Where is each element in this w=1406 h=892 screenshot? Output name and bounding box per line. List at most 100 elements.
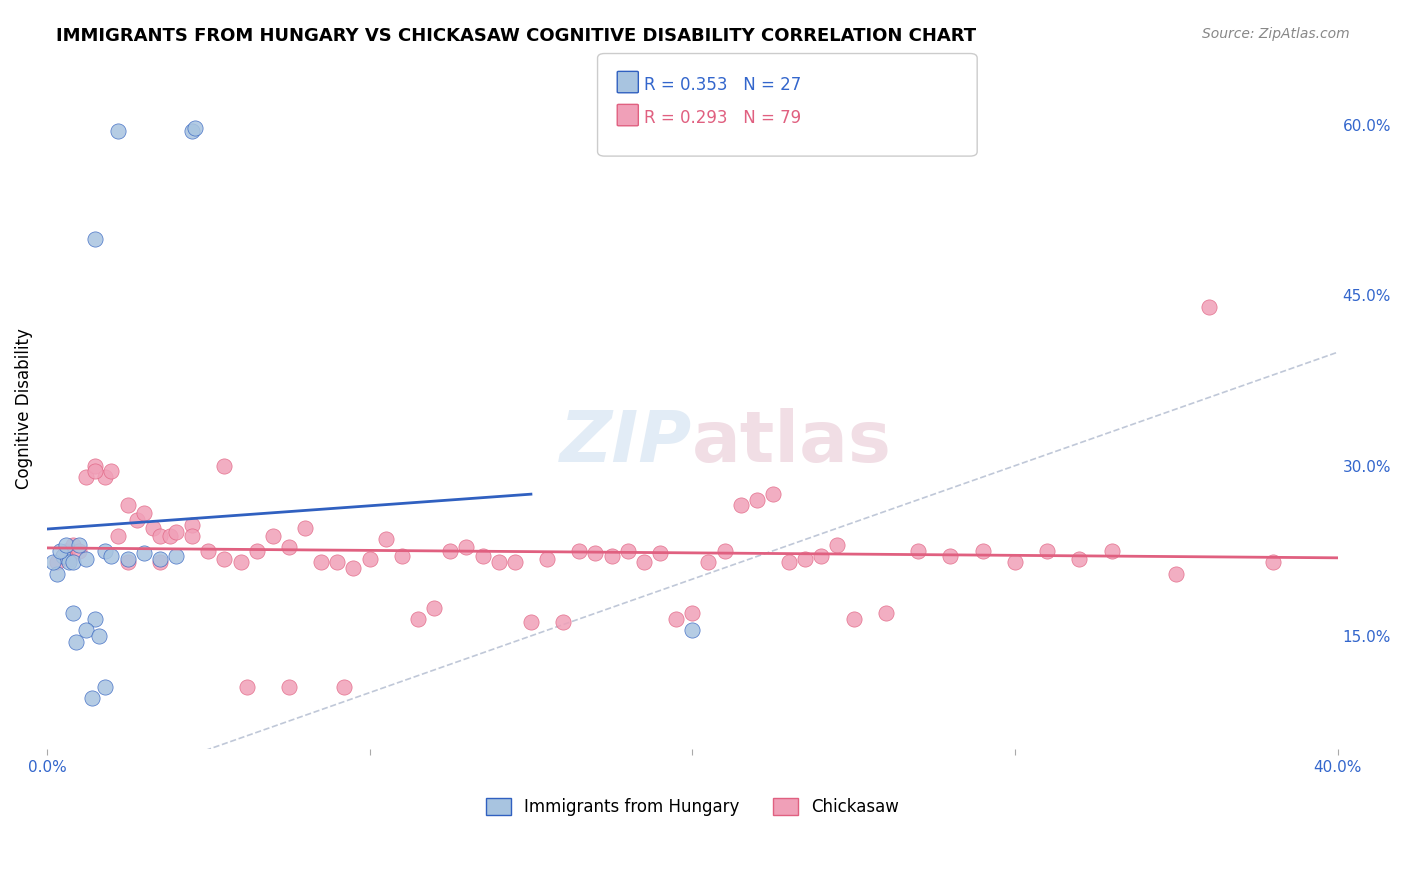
Point bbox=[159, 529, 181, 543]
Text: ZIP: ZIP bbox=[560, 409, 692, 477]
Point bbox=[181, 517, 204, 532]
Point bbox=[65, 634, 87, 648]
Text: R = 0.293   N = 79: R = 0.293 N = 79 bbox=[644, 109, 801, 127]
Point bbox=[585, 546, 607, 560]
Point bbox=[84, 232, 107, 246]
Point bbox=[55, 538, 77, 552]
Point bbox=[471, 549, 494, 564]
Point bbox=[406, 612, 429, 626]
Text: IMMIGRANTS FROM HUNGARY VS CHICKASAW COGNITIVE DISABILITY CORRELATION CHART: IMMIGRANTS FROM HUNGARY VS CHICKASAW COG… bbox=[56, 27, 976, 45]
Point bbox=[391, 549, 413, 564]
Point bbox=[907, 543, 929, 558]
Y-axis label: Cognitive Disability: Cognitive Disability bbox=[15, 328, 32, 490]
Point bbox=[84, 464, 107, 478]
Point bbox=[117, 551, 139, 566]
Point bbox=[62, 555, 84, 569]
Point bbox=[45, 566, 67, 581]
Point bbox=[87, 629, 110, 643]
Point bbox=[277, 680, 299, 694]
Point bbox=[713, 543, 735, 558]
Point bbox=[778, 555, 800, 569]
Point bbox=[1069, 551, 1091, 566]
Point bbox=[730, 499, 752, 513]
Point bbox=[277, 541, 299, 555]
Point bbox=[1101, 543, 1123, 558]
Point bbox=[165, 524, 187, 539]
Point bbox=[520, 615, 543, 630]
Point bbox=[84, 612, 107, 626]
Point bbox=[972, 543, 994, 558]
Point bbox=[236, 680, 259, 694]
Point bbox=[94, 680, 117, 694]
Point bbox=[875, 606, 897, 620]
Point bbox=[423, 600, 446, 615]
Point bbox=[697, 555, 720, 569]
Point bbox=[294, 521, 316, 535]
Point bbox=[827, 538, 849, 552]
Point bbox=[488, 555, 510, 569]
Point bbox=[80, 691, 103, 706]
Point bbox=[149, 555, 172, 569]
Point bbox=[100, 549, 122, 564]
Point bbox=[62, 538, 84, 552]
Point bbox=[132, 507, 155, 521]
Text: atlas: atlas bbox=[692, 409, 893, 477]
Point bbox=[107, 529, 129, 543]
Point bbox=[181, 529, 204, 543]
Point bbox=[214, 551, 236, 566]
Point bbox=[374, 533, 396, 547]
Legend: Immigrants from Hungary, Chickasaw: Immigrants from Hungary, Chickasaw bbox=[479, 791, 905, 822]
Text: Source: ZipAtlas.com: Source: ZipAtlas.com bbox=[1202, 27, 1350, 41]
Point bbox=[616, 543, 638, 558]
Point bbox=[332, 680, 354, 694]
Point bbox=[184, 120, 207, 135]
Point bbox=[84, 458, 107, 473]
Point bbox=[229, 555, 252, 569]
Point bbox=[342, 561, 364, 575]
Point bbox=[309, 555, 332, 569]
Point bbox=[67, 543, 90, 558]
Point bbox=[456, 541, 478, 555]
Point bbox=[52, 549, 75, 564]
Point bbox=[127, 513, 149, 527]
Point bbox=[75, 551, 97, 566]
Point bbox=[1004, 555, 1026, 569]
Point bbox=[810, 549, 832, 564]
Point bbox=[62, 606, 84, 620]
Point bbox=[439, 543, 461, 558]
Point bbox=[58, 551, 80, 566]
Point bbox=[75, 624, 97, 638]
Point bbox=[568, 543, 591, 558]
Point bbox=[94, 470, 117, 484]
Point bbox=[142, 521, 165, 535]
Point bbox=[648, 546, 671, 560]
Point bbox=[536, 551, 558, 566]
Point bbox=[132, 546, 155, 560]
Point bbox=[149, 551, 172, 566]
Point bbox=[326, 555, 349, 569]
Point bbox=[100, 464, 122, 478]
Point bbox=[600, 549, 623, 564]
Point bbox=[665, 612, 688, 626]
Point bbox=[359, 551, 381, 566]
Point bbox=[107, 124, 129, 138]
Point bbox=[75, 470, 97, 484]
Point bbox=[553, 615, 575, 630]
Point bbox=[55, 543, 77, 558]
Point bbox=[58, 555, 80, 569]
Point bbox=[681, 624, 703, 638]
Point bbox=[67, 538, 90, 552]
Text: R = 0.353   N = 27: R = 0.353 N = 27 bbox=[644, 76, 801, 94]
Point bbox=[117, 555, 139, 569]
Point bbox=[503, 555, 526, 569]
Point bbox=[1036, 543, 1059, 558]
Point bbox=[762, 487, 785, 501]
Point bbox=[745, 492, 768, 507]
Point bbox=[117, 499, 139, 513]
Point bbox=[52, 549, 75, 564]
Point bbox=[197, 543, 219, 558]
Point bbox=[45, 555, 67, 569]
Point bbox=[214, 458, 236, 473]
Point bbox=[181, 124, 204, 138]
Point bbox=[633, 555, 655, 569]
